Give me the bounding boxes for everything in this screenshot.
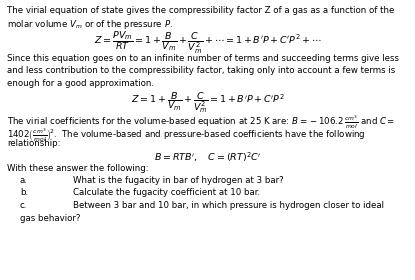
Text: enough for a good approximation.: enough for a good approximation.: [7, 79, 154, 88]
Text: $1402\left(\frac{cm^3}{mol}\right)^{\!2}$.  The volume-based and pressure-based : $1402\left(\frac{cm^3}{mol}\right)^{\!2}…: [7, 127, 366, 144]
Text: and less contribution to the compressibility factor, taking only into account a : and less contribution to the compressibi…: [7, 66, 396, 75]
Text: Between 3 bar and 10 bar, in which pressure is hydrogen closer to ideal: Between 3 bar and 10 bar, in which press…: [73, 201, 383, 210]
Text: $Z = 1 + \dfrac{B}{V_m} + \dfrac{C}{V_m^2} = 1 + B'P + C'P^2$: $Z = 1 + \dfrac{B}{V_m} + \dfrac{C}{V_m^…: [131, 90, 284, 115]
Text: Calculate the fugacity coefficient at 10 bar.: Calculate the fugacity coefficient at 10…: [73, 188, 260, 197]
Text: The virial equation of state gives the compressibility factor Z of a gas as a fu: The virial equation of state gives the c…: [7, 6, 395, 15]
Text: The virial coefficients for the volume-based equation at 25 K are: $B = -106.2\,: The virial coefficients for the volume-b…: [7, 113, 396, 131]
Text: $B = RTB',\quad C = (RT)^2C'$: $B = RTB',\quad C = (RT)^2C'$: [154, 151, 261, 164]
Text: With these answer the following:: With these answer the following:: [7, 164, 149, 173]
Text: What is the fugacity in bar of hydrogen at 3 bar?: What is the fugacity in bar of hydrogen …: [73, 176, 283, 185]
Text: molar volume $V_m$ or of the pressure $P$.: molar volume $V_m$ or of the pressure $P…: [7, 18, 173, 31]
Text: relationship:: relationship:: [7, 139, 61, 148]
Text: gas behavior?: gas behavior?: [20, 214, 80, 223]
Text: $Z = \dfrac{PV_m}{RT} = 1 + \dfrac{B}{V_m} + \dfrac{C}{V_m^2} + \cdots = 1 + B'P: $Z = \dfrac{PV_m}{RT} = 1 + \dfrac{B}{V_…: [93, 30, 322, 56]
Text: b.: b.: [20, 188, 28, 197]
Text: c.: c.: [20, 201, 27, 210]
Text: a.: a.: [20, 176, 28, 185]
Text: Since this equation goes on to an infinite number of terms and succeeding terms : Since this equation goes on to an infini…: [7, 54, 400, 63]
